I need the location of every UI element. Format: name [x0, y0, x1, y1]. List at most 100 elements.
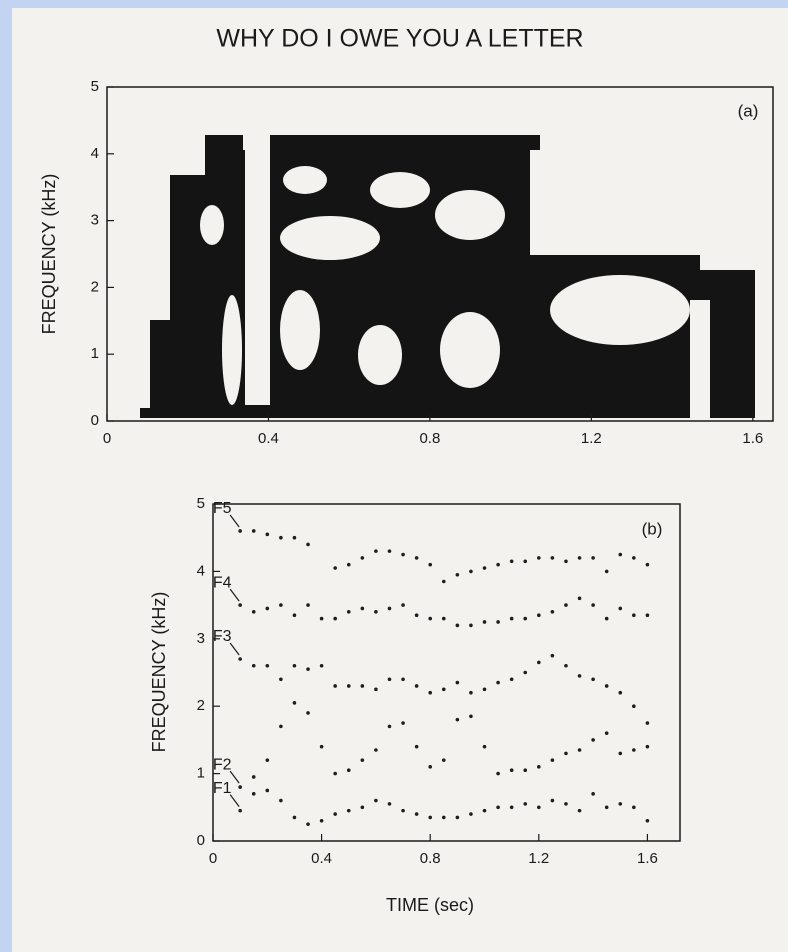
formant-point [577, 556, 582, 560]
formant-point [414, 684, 419, 688]
formant-point [279, 724, 283, 729]
formant-point [238, 785, 242, 789]
formant-point [265, 758, 270, 762]
formant-point [401, 721, 405, 725]
formant-point [645, 818, 650, 823]
formant-point [279, 677, 283, 682]
formant-point [265, 606, 270, 611]
formant-point [306, 822, 310, 826]
y-tick-label: 3 [197, 630, 205, 647]
formant-point [550, 556, 555, 560]
gap [245, 135, 270, 405]
formant-point [577, 596, 582, 601]
formant-point [604, 731, 609, 735]
formant-point [523, 559, 528, 564]
y-tick-label: 0 [197, 832, 205, 849]
formant-point [509, 616, 514, 621]
gap [435, 190, 505, 240]
y-axis-title: FREQUENCY (kHz) [149, 592, 169, 753]
formant-point [455, 572, 460, 577]
formant-point [414, 744, 419, 749]
formant-point [441, 687, 446, 692]
gap [530, 150, 710, 255]
formant-point [441, 579, 446, 584]
panel-label: (b) [642, 519, 663, 538]
formant-point [482, 687, 487, 692]
formant-point [591, 677, 595, 682]
y-tick-label: 4 [91, 145, 99, 162]
formant-point [414, 613, 419, 618]
formant-point [441, 758, 446, 762]
formant-point [604, 805, 609, 810]
formant-point [387, 549, 392, 553]
formant-point [265, 788, 270, 793]
formant-point [306, 603, 310, 607]
formant-point [387, 802, 392, 806]
formant-point [292, 663, 297, 668]
y-tick-label: 2 [197, 697, 205, 714]
formant-point [469, 569, 473, 574]
gap [170, 150, 205, 175]
formant-point [428, 815, 433, 820]
formant-point [469, 812, 473, 816]
formant-point [401, 808, 405, 813]
formant-point [346, 768, 351, 773]
formant-point [591, 556, 595, 560]
formant-point [523, 802, 528, 806]
formant-point [469, 690, 473, 695]
panel-label: (a) [738, 101, 759, 120]
formant-point [319, 616, 324, 621]
x-tick-label: 0.4 [258, 430, 279, 447]
formant-point [428, 562, 433, 567]
formant-point [292, 613, 297, 618]
formant-point [537, 765, 541, 769]
formant-point [632, 556, 636, 560]
x-tick-label: 1.2 [581, 430, 602, 447]
gap [280, 216, 380, 260]
formant-point [537, 660, 541, 665]
y-tick-label: 2 [91, 278, 99, 295]
formant-point [564, 559, 568, 564]
formant-point [645, 562, 650, 567]
formant-point [374, 798, 378, 803]
formant-point [346, 684, 351, 688]
formant-point [333, 812, 337, 816]
formant-point [537, 805, 541, 810]
spectrogram-region [205, 135, 243, 155]
x-tick-label: 1.6 [637, 850, 658, 867]
formant-point [238, 657, 242, 661]
plot-frame [212, 503, 681, 842]
formant-point [428, 690, 433, 695]
y-tick-label: 5 [197, 495, 205, 512]
formant-point [374, 610, 378, 614]
y-tick-label: 4 [197, 562, 205, 579]
formant-point [360, 805, 365, 810]
formant-point [632, 704, 636, 708]
formant-point [265, 663, 270, 668]
formant-point [360, 606, 365, 611]
formant-point [550, 610, 555, 614]
gap [150, 150, 170, 320]
formant-point [238, 529, 242, 533]
formant-point [306, 542, 310, 547]
formant-point [319, 744, 324, 749]
spectrogram-gaps [150, 135, 755, 418]
formant-point [251, 663, 256, 668]
formant-point [251, 792, 256, 796]
formant-point [618, 690, 623, 695]
gap [690, 300, 710, 418]
formant-point [333, 616, 337, 621]
formant-point [279, 535, 283, 540]
formant-point [441, 815, 446, 820]
formant-point [550, 653, 555, 658]
formant-point [523, 768, 528, 773]
formant-point [523, 616, 528, 621]
label-arrow [229, 770, 240, 784]
formant-point [414, 556, 419, 560]
formant-point [604, 684, 609, 688]
x-axis-title: TIME (sec) [386, 895, 474, 915]
formant-point [292, 535, 297, 540]
formant-point [292, 701, 297, 705]
